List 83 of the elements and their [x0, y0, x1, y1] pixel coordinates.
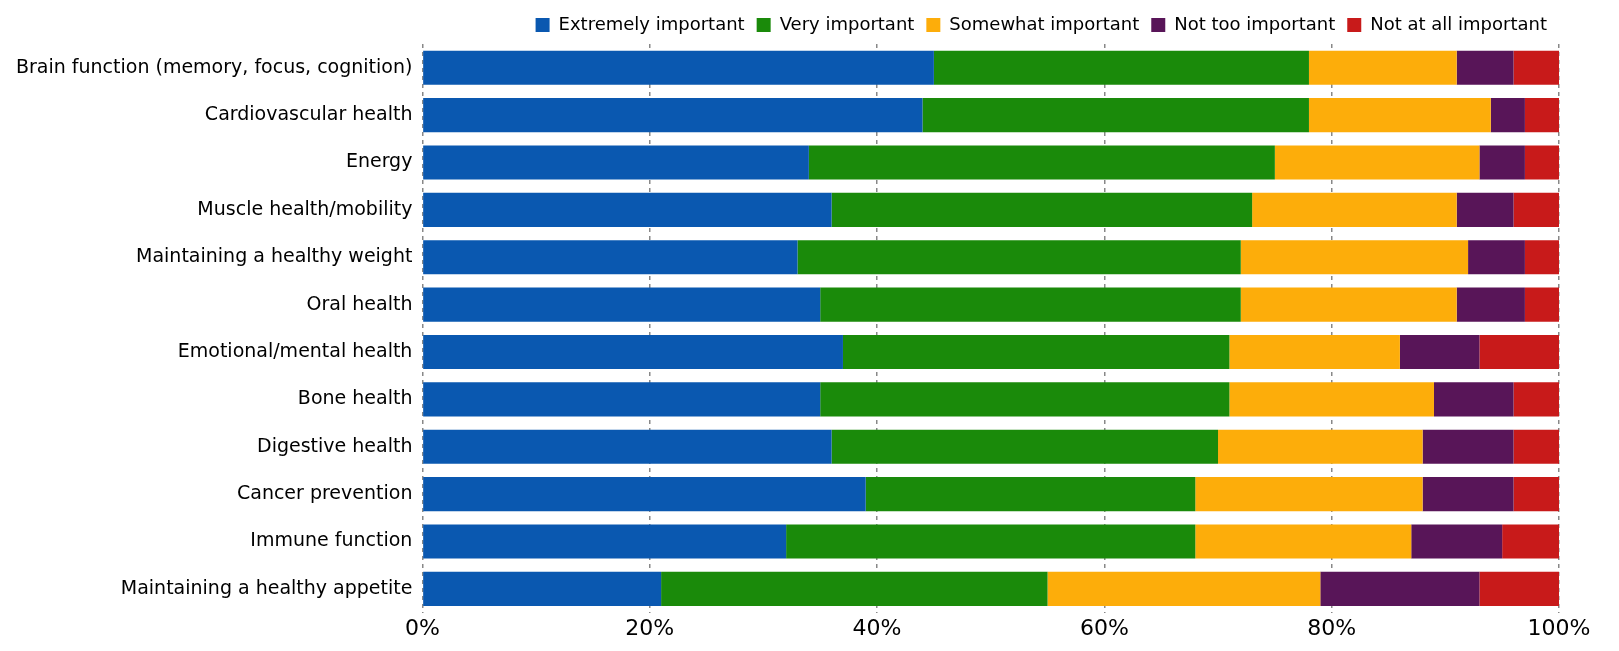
bar [423, 98, 923, 133]
bar [1308, 50, 1457, 85]
x-tick-label: 60% [1079, 614, 1129, 640]
bar [1513, 382, 1559, 417]
bar [1456, 287, 1525, 322]
bar [1422, 429, 1514, 464]
bar [1456, 50, 1514, 85]
x-tick-label: 0% [404, 614, 440, 640]
bar [922, 98, 1309, 133]
legend-label: Somewhat important [949, 12, 1140, 34]
bar [842, 334, 1230, 370]
bar [933, 50, 1309, 85]
y-tick-label: Oral health [306, 291, 413, 314]
bar [1195, 524, 1412, 559]
bar [808, 145, 1275, 180]
bar [661, 571, 1048, 606]
bar [1513, 50, 1559, 85]
y-tick-label: Cancer prevention [236, 481, 413, 504]
bar [423, 287, 821, 322]
y-tick-label: Immune function [250, 528, 413, 551]
bar [1479, 145, 1525, 180]
bar [1524, 145, 1559, 180]
y-tick-label: Brain function (memory, focus, cognition) [16, 54, 413, 77]
bar [1411, 524, 1503, 559]
bar [423, 429, 832, 464]
y-tick-label: Muscle health/mobility [197, 196, 413, 219]
bar [1524, 98, 1559, 133]
bar [1502, 524, 1559, 559]
bar [423, 571, 662, 606]
bar [423, 145, 809, 180]
bar [1422, 477, 1514, 512]
legend-label: Not too important [1174, 12, 1336, 34]
bar [423, 477, 866, 512]
bar [1524, 287, 1559, 322]
bar [831, 192, 1253, 227]
bar [423, 192, 832, 227]
bar [423, 240, 798, 275]
bar [1240, 287, 1457, 322]
y-tick-label: Bone health [297, 386, 413, 409]
bar [1513, 429, 1559, 464]
bar [423, 382, 821, 417]
bar [1274, 145, 1480, 180]
y-tick-label: Cardiovascular health [204, 102, 413, 125]
x-tick-label: 100% [1527, 614, 1591, 640]
bar [786, 524, 1196, 559]
y-tick-label: Digestive health [257, 433, 413, 456]
bar [1513, 192, 1559, 227]
legend-label: Extremely important [558, 12, 745, 34]
bar [423, 334, 843, 370]
bar [1252, 192, 1457, 227]
bar [820, 382, 1230, 417]
bar [1456, 192, 1514, 227]
y-tick-label: Emotional/mental health [177, 338, 413, 361]
bar [1468, 240, 1525, 275]
bar [865, 477, 1196, 512]
bar [1433, 382, 1514, 417]
bar [1195, 477, 1423, 512]
x-tick-label: 40% [852, 614, 902, 640]
x-tick-label: 20% [625, 614, 675, 640]
bar [1218, 429, 1423, 464]
bar [1320, 571, 1480, 606]
bar [1229, 334, 1400, 370]
bar [1479, 571, 1559, 606]
bar [1490, 98, 1525, 133]
y-tick-label: Maintaining a healthy weight [136, 244, 413, 267]
bar [1524, 240, 1559, 275]
bar [1229, 382, 1434, 417]
bar [1399, 334, 1480, 370]
bar [1047, 571, 1321, 606]
bar [1479, 334, 1559, 370]
x-tick-label: 80% [1307, 614, 1357, 640]
bar [423, 524, 787, 559]
legend-label: Very important [779, 12, 915, 34]
bar [1308, 98, 1491, 133]
bar [423, 50, 934, 85]
bar [831, 429, 1219, 464]
bar [1240, 240, 1469, 275]
bar [820, 287, 1241, 322]
y-tick-label: Maintaining a healthy appetite [120, 575, 413, 598]
bar [1513, 477, 1559, 512]
y-tick-label: Energy [345, 149, 413, 172]
bar [797, 240, 1241, 275]
legend-label: Not at all important [1370, 12, 1547, 34]
